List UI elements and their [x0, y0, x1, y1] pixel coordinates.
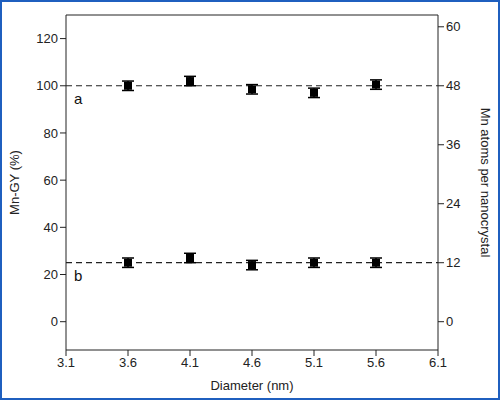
svg-text:12: 12	[446, 255, 460, 270]
svg-text:5.6: 5.6	[367, 355, 385, 370]
svg-text:4.1: 4.1	[181, 355, 199, 370]
svg-text:Mn-GY (%): Mn-GY (%)	[7, 150, 22, 215]
svg-text:36: 36	[446, 137, 460, 152]
svg-text:6.1: 6.1	[429, 355, 447, 370]
svg-text:24: 24	[446, 196, 460, 211]
svg-text:b: b	[74, 267, 82, 284]
svg-text:Mn atoms per nanocrystal: Mn atoms per nanocrystal	[478, 108, 493, 258]
svg-text:0: 0	[446, 314, 453, 329]
svg-text:4.6: 4.6	[243, 355, 261, 370]
svg-text:120: 120	[36, 31, 58, 46]
svg-text:3.1: 3.1	[57, 355, 75, 370]
svg-text:Diameter (nm): Diameter (nm)	[210, 378, 293, 393]
svg-text:80: 80	[44, 126, 58, 141]
svg-text:3.6: 3.6	[119, 355, 137, 370]
svg-text:48: 48	[446, 78, 460, 93]
svg-text:5.1: 5.1	[305, 355, 323, 370]
svg-text:40: 40	[44, 220, 58, 235]
svg-text:20: 20	[44, 267, 58, 282]
svg-text:0: 0	[51, 314, 58, 329]
svg-text:100: 100	[36, 78, 58, 93]
svg-text:60: 60	[44, 173, 58, 188]
svg-text:a: a	[74, 90, 83, 107]
svg-text:60: 60	[446, 19, 460, 34]
